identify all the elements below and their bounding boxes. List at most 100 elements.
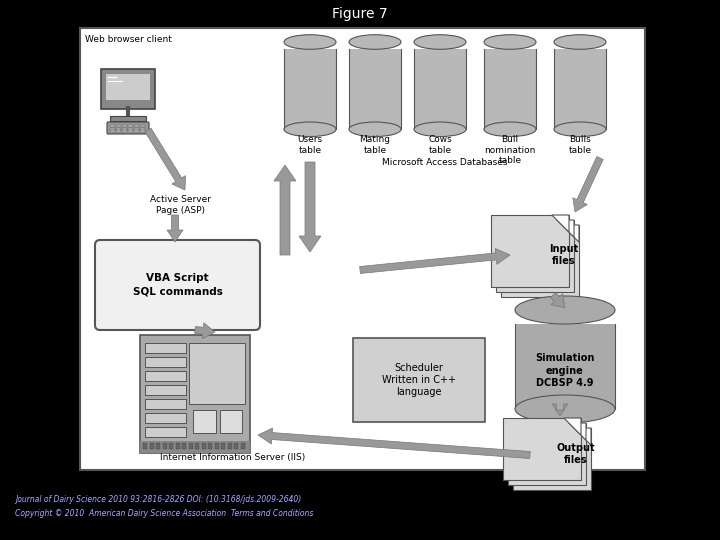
Bar — [140, 125, 145, 127]
Bar — [491, 215, 569, 287]
Text: Journal of Dairy Science 2010 93:2816-2826 DOI: (10.3168/jds.2009-2640): Journal of Dairy Science 2010 93:2816-28… — [15, 496, 301, 504]
Bar — [143, 443, 147, 449]
Bar — [208, 443, 212, 449]
Polygon shape — [552, 404, 568, 416]
Bar — [515, 324, 615, 409]
Polygon shape — [299, 162, 321, 252]
Bar — [195, 443, 199, 449]
Ellipse shape — [484, 35, 536, 49]
Bar — [110, 130, 115, 132]
Bar — [128, 127, 133, 130]
Ellipse shape — [349, 122, 401, 137]
Polygon shape — [167, 215, 183, 242]
Bar — [496, 220, 574, 292]
Bar — [202, 443, 205, 449]
Bar — [145, 427, 186, 437]
Polygon shape — [569, 423, 586, 440]
Bar — [220, 410, 242, 433]
Polygon shape — [574, 428, 591, 445]
Text: Web browser client: Web browser client — [84, 35, 171, 44]
Text: Cows
table: Cows table — [428, 136, 452, 154]
Text: Input
files: Input files — [549, 244, 579, 266]
FancyBboxPatch shape — [101, 69, 155, 109]
Ellipse shape — [515, 395, 615, 423]
Ellipse shape — [484, 122, 536, 137]
Text: Mating
table: Mating table — [359, 136, 390, 154]
Bar — [140, 130, 145, 132]
Bar — [122, 127, 127, 130]
Bar — [501, 225, 579, 297]
Bar — [508, 423, 586, 485]
Ellipse shape — [414, 35, 466, 49]
Bar — [140, 335, 250, 453]
Bar — [110, 116, 146, 121]
Bar — [145, 343, 186, 353]
Ellipse shape — [284, 122, 336, 137]
Polygon shape — [274, 165, 296, 255]
Bar — [228, 443, 232, 449]
Bar — [122, 130, 127, 132]
Ellipse shape — [554, 122, 606, 137]
Bar — [122, 125, 127, 127]
Bar — [554, 49, 606, 129]
FancyBboxPatch shape — [353, 338, 485, 422]
Bar — [116, 125, 121, 127]
Bar — [110, 125, 115, 127]
FancyBboxPatch shape — [95, 240, 260, 330]
Bar — [145, 413, 186, 423]
Bar — [134, 130, 139, 132]
Bar — [169, 443, 173, 449]
Ellipse shape — [515, 296, 615, 324]
Text: Output
files: Output files — [557, 443, 595, 465]
Bar — [140, 441, 250, 453]
Bar — [145, 399, 186, 409]
Bar — [189, 343, 245, 404]
Bar — [189, 443, 192, 449]
Text: Active Server
Page (ASP): Active Server Page (ASP) — [150, 195, 210, 215]
Polygon shape — [194, 323, 215, 339]
Polygon shape — [562, 225, 579, 242]
Bar — [80, 28, 645, 470]
Polygon shape — [550, 293, 565, 308]
Polygon shape — [552, 215, 569, 232]
Text: Microsoft Access Databases: Microsoft Access Databases — [382, 158, 508, 167]
Bar — [116, 130, 121, 132]
Bar — [234, 443, 238, 449]
Bar — [182, 443, 186, 449]
Polygon shape — [360, 248, 510, 273]
Bar — [150, 443, 153, 449]
Bar — [128, 130, 133, 132]
Bar — [145, 385, 186, 395]
Ellipse shape — [284, 35, 336, 49]
Text: Simulation
engine
DCBSP 4.9: Simulation engine DCBSP 4.9 — [535, 353, 595, 388]
Bar — [193, 410, 215, 433]
Text: Internet Information Server (IIS): Internet Information Server (IIS) — [160, 453, 305, 462]
Text: VBA Script
SQL commands: VBA Script SQL commands — [132, 273, 222, 296]
Bar — [134, 125, 139, 127]
Bar — [145, 357, 186, 367]
Ellipse shape — [554, 35, 606, 49]
Bar — [503, 418, 581, 480]
Bar — [145, 371, 186, 381]
Text: Bull
nomination
table: Bull nomination table — [485, 136, 536, 165]
Text: Bulls
table: Bulls table — [568, 136, 592, 154]
Bar — [106, 74, 150, 100]
Text: Figure 7: Figure 7 — [332, 7, 388, 21]
Bar — [414, 49, 466, 129]
Bar — [484, 49, 536, 129]
Bar — [215, 443, 218, 449]
Polygon shape — [258, 428, 530, 458]
Text: Users
table: Users table — [297, 136, 323, 154]
Text: Copyright © 2010  American Dairy Science Association  Terms and Conditions: Copyright © 2010 American Dairy Science … — [15, 510, 313, 518]
Bar — [116, 127, 121, 130]
Polygon shape — [573, 157, 603, 212]
Bar — [176, 443, 179, 449]
FancyBboxPatch shape — [107, 122, 149, 134]
Polygon shape — [564, 418, 581, 435]
Bar — [110, 127, 115, 130]
Bar — [134, 127, 139, 130]
Bar — [163, 443, 166, 449]
Text: Scheduler
Written in C++
language: Scheduler Written in C++ language — [382, 362, 456, 397]
Polygon shape — [145, 128, 186, 190]
Bar — [513, 428, 591, 490]
